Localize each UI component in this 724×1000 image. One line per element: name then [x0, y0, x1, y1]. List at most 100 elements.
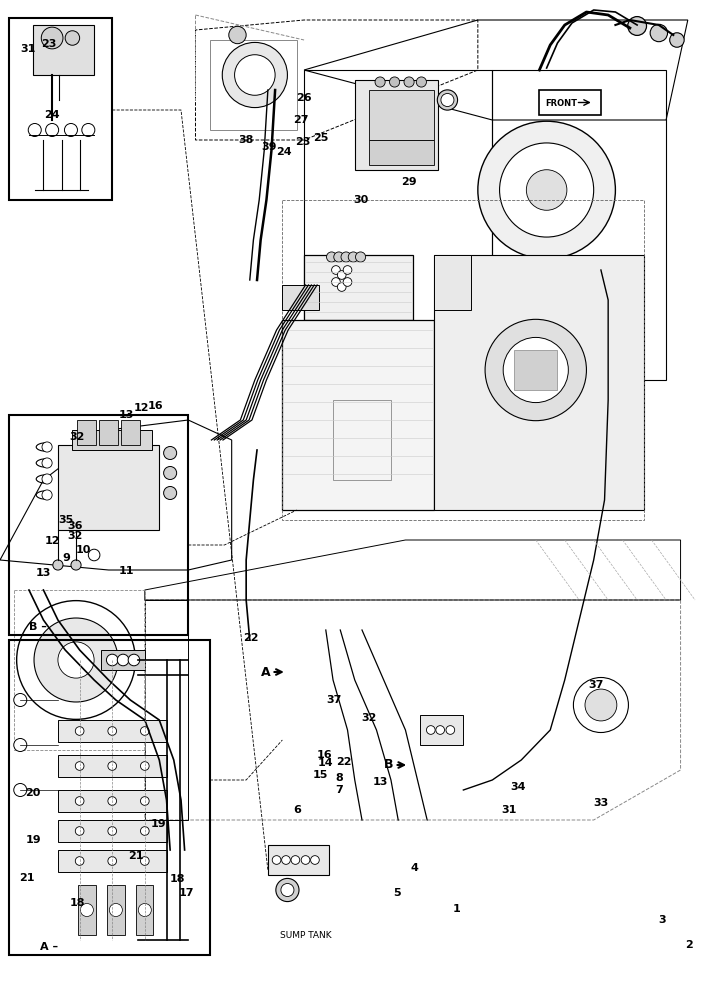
Text: 5: 5: [393, 888, 400, 898]
Circle shape: [436, 726, 445, 734]
Bar: [72, 430, 152, 450]
Circle shape: [17, 601, 135, 719]
Circle shape: [337, 283, 346, 291]
Circle shape: [108, 727, 117, 735]
Circle shape: [485, 319, 586, 421]
Circle shape: [46, 123, 59, 137]
Bar: [107, 885, 125, 935]
Text: 14: 14: [318, 758, 334, 768]
Text: 12: 12: [45, 536, 61, 546]
Text: 36: 36: [67, 521, 83, 531]
Circle shape: [164, 466, 177, 480]
Text: 1: 1: [452, 904, 460, 914]
Text: 37: 37: [588, 680, 604, 690]
Text: 19: 19: [151, 819, 167, 829]
Text: 32: 32: [70, 432, 85, 442]
Bar: [78, 885, 96, 935]
Text: 27: 27: [293, 115, 309, 125]
Circle shape: [375, 77, 385, 87]
Circle shape: [108, 857, 117, 865]
Circle shape: [437, 90, 458, 110]
Text: 34: 34: [510, 782, 526, 792]
Text: 33: 33: [593, 798, 609, 808]
Text: 22: 22: [243, 633, 259, 643]
Circle shape: [140, 727, 149, 735]
Circle shape: [140, 857, 149, 865]
Circle shape: [164, 446, 177, 460]
Text: A –: A –: [40, 942, 58, 952]
Text: 20: 20: [25, 788, 41, 798]
Circle shape: [301, 856, 310, 864]
Circle shape: [41, 27, 63, 49]
Circle shape: [75, 762, 84, 770]
Bar: [9, 18, 112, 200]
Text: 12: 12: [134, 403, 150, 413]
Text: 24: 24: [44, 110, 60, 120]
Circle shape: [14, 738, 27, 752]
Text: 19: 19: [25, 835, 41, 845]
Circle shape: [138, 903, 151, 917]
Bar: [369, 140, 434, 165]
Text: SUMP TANK: SUMP TANK: [279, 930, 332, 940]
Circle shape: [390, 77, 400, 87]
Text: 25: 25: [313, 133, 329, 143]
Text: 26: 26: [296, 93, 312, 103]
Circle shape: [222, 42, 287, 108]
Bar: [268, 845, 329, 875]
Circle shape: [343, 266, 352, 274]
Text: 32: 32: [67, 531, 83, 541]
Circle shape: [670, 33, 684, 47]
Circle shape: [281, 883, 294, 897]
Circle shape: [272, 856, 281, 864]
Circle shape: [71, 560, 81, 570]
Circle shape: [80, 903, 93, 917]
Polygon shape: [304, 255, 413, 320]
Text: 21: 21: [128, 851, 144, 861]
Circle shape: [416, 77, 426, 87]
Circle shape: [58, 642, 94, 678]
Circle shape: [140, 762, 149, 770]
Text: B –: B –: [29, 622, 47, 632]
Circle shape: [75, 797, 84, 805]
Circle shape: [503, 337, 568, 403]
Bar: [369, 90, 434, 140]
Bar: [58, 720, 167, 742]
Text: 35: 35: [58, 515, 74, 525]
Circle shape: [140, 827, 149, 835]
Circle shape: [108, 797, 117, 805]
Circle shape: [441, 93, 454, 107]
Bar: [420, 715, 463, 745]
Bar: [434, 255, 471, 310]
Circle shape: [140, 797, 149, 805]
Text: 6: 6: [293, 805, 300, 815]
Text: 18: 18: [70, 898, 85, 908]
Bar: [101, 650, 145, 670]
Circle shape: [42, 442, 52, 452]
Circle shape: [82, 123, 95, 137]
Circle shape: [650, 24, 668, 42]
Text: 13: 13: [119, 410, 135, 420]
Text: 23: 23: [41, 39, 56, 49]
Circle shape: [332, 278, 340, 286]
Text: 15: 15: [313, 770, 329, 780]
Bar: [58, 755, 167, 777]
Circle shape: [446, 726, 455, 734]
Text: 4: 4: [411, 863, 418, 873]
Circle shape: [573, 677, 628, 733]
Circle shape: [341, 252, 351, 262]
Text: 13: 13: [372, 777, 388, 787]
Bar: [514, 350, 557, 390]
Circle shape: [108, 762, 117, 770]
Circle shape: [14, 783, 27, 797]
Text: 24: 24: [276, 147, 292, 157]
Bar: [77, 420, 96, 445]
Text: 3: 3: [659, 915, 666, 925]
Bar: [33, 25, 94, 75]
Text: 39: 39: [261, 142, 277, 152]
Circle shape: [75, 727, 84, 735]
Text: FRONT: FRONT: [545, 99, 577, 107]
Circle shape: [53, 560, 63, 570]
Bar: [9, 640, 210, 955]
Circle shape: [64, 123, 77, 137]
Text: 23: 23: [295, 137, 311, 147]
